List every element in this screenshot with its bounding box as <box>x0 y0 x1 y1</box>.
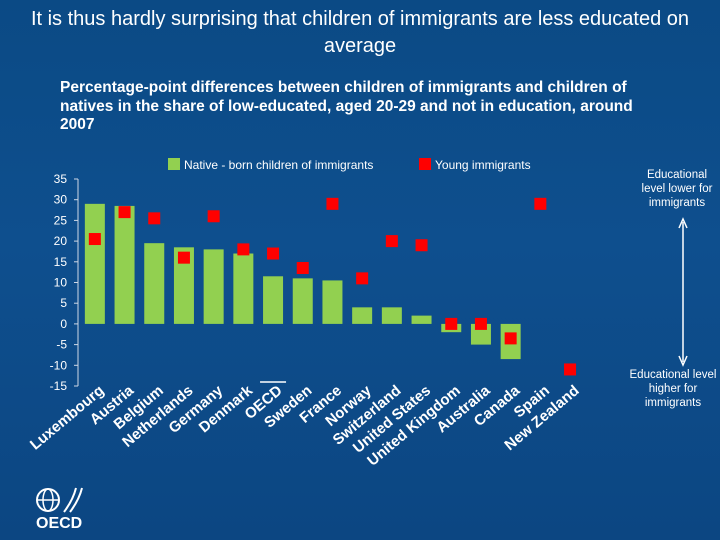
y-tick-label: 5 <box>60 296 67 310</box>
legend-young-immigrants-label: Young immigrants <box>435 158 531 172</box>
legend-young-immigrants: Young immigrants <box>419 158 531 172</box>
chart-subtitle: Percentage-point differences between chi… <box>60 79 633 133</box>
y-tick-label: -15 <box>50 379 68 393</box>
marker-united-states <box>415 239 428 252</box>
marker-germany <box>207 210 220 223</box>
y-tick-label: -10 <box>50 358 68 372</box>
bar-norway <box>352 307 373 324</box>
arrow-down-head <box>678 355 688 367</box>
bar-sweden <box>292 278 313 324</box>
marker-spain <box>534 197 547 210</box>
marker-belgium <box>148 212 161 225</box>
marker-luxembourg <box>88 233 101 246</box>
y-tick-label: 30 <box>54 193 68 207</box>
marker-switzerland <box>385 235 398 248</box>
marker-canada <box>504 332 517 345</box>
legend-bar-swatch <box>168 158 180 170</box>
legend-marker-swatch <box>419 158 431 170</box>
y-tick-label: 15 <box>54 255 68 269</box>
bar-united-states <box>411 315 432 324</box>
y-tick-label: 10 <box>54 276 68 290</box>
legend-native-born-label: Native - born children of immigrants <box>184 158 374 172</box>
marker-denmark <box>237 243 250 256</box>
arrow-up-head <box>678 217 688 229</box>
marker-australia <box>474 317 487 330</box>
marker-austria <box>118 206 131 219</box>
marker-oecd <box>267 247 280 260</box>
bar-belgium <box>144 243 165 324</box>
y-tick-label: 25 <box>54 213 68 227</box>
marker-norway <box>356 272 369 285</box>
bar-denmark <box>233 253 254 324</box>
y-tick-label: -5 <box>56 338 67 352</box>
marker-sweden <box>296 262 309 275</box>
bar-germany <box>203 249 224 324</box>
marker-france <box>326 197 339 210</box>
bar-netherlands <box>173 247 194 324</box>
bar-austria <box>114 205 135 324</box>
y-tick-label: 20 <box>54 234 68 248</box>
slide-title: It is thus hardly surprising that childr… <box>30 8 690 57</box>
marker-united-kingdom <box>445 317 458 330</box>
bar-oecd <box>263 276 284 324</box>
bar-switzerland <box>381 307 402 324</box>
note-higher-for-immigrants: Educational level higher for immigrants <box>629 369 717 409</box>
marker-netherlands <box>177 251 190 264</box>
y-tick-label: 0 <box>60 317 67 331</box>
bar-france <box>322 280 343 324</box>
note-lower-for-immigrants: Educational level lower for immigrants <box>641 169 713 209</box>
legend-native-born: Native - born children of immigrants <box>168 158 373 172</box>
y-tick-label: 35 <box>54 172 68 186</box>
bar-luxembourg <box>84 203 105 324</box>
oecd-logo-text: OECD <box>36 515 83 532</box>
marker-new-zealand <box>564 363 577 376</box>
oecd-globe-icon <box>36 487 83 513</box>
